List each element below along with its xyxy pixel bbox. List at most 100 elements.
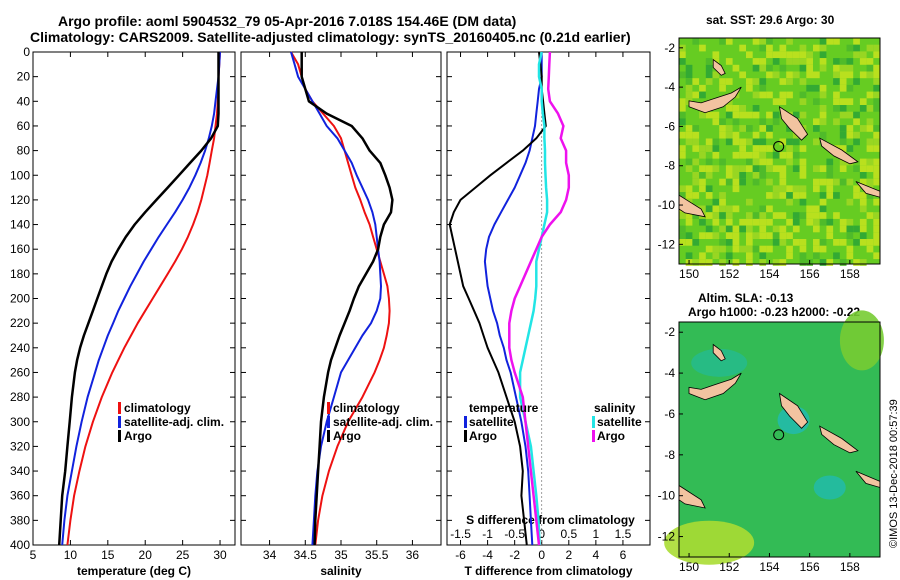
map-ytick-label: -6: [664, 119, 675, 133]
sst-cell: [692, 212, 700, 219]
sst-cell: [725, 178, 733, 186]
sst-cell: [746, 232, 753, 239]
sst-cell: [712, 165, 720, 172]
sst-cell: [746, 125, 753, 132]
sst-cell: [725, 165, 733, 172]
sst-cell: [853, 239, 860, 246]
sst-cell: [786, 158, 793, 166]
sst-cell: [819, 51, 827, 59]
temp-xtick-label: 15: [101, 548, 115, 562]
sst-cell: [799, 252, 807, 260]
sla-low-patch: [691, 348, 748, 377]
sst-cell: [752, 38, 760, 45]
sst-cell: [866, 44, 874, 52]
sst-cell: [719, 38, 726, 45]
sst-cell: [679, 58, 686, 65]
sst-cell: [786, 245, 793, 253]
sst-cell: [873, 98, 880, 105]
temp-xtick-label: 20: [139, 548, 153, 562]
sst-cell: [792, 151, 800, 159]
sst-cell: [866, 58, 874, 65]
sst-cell: [813, 239, 820, 246]
sst-cell: [685, 218, 693, 226]
sal-frame: [240, 51, 442, 546]
sst-cell: [772, 259, 780, 266]
sst-cell: [739, 111, 746, 119]
map-xtick-label: 154: [759, 267, 779, 281]
sst-cell: [772, 232, 780, 239]
sst-cell: [752, 178, 760, 186]
sst-cell: [685, 125, 693, 132]
sst-cell: [685, 252, 693, 260]
sst-cell: [786, 71, 793, 79]
sst-cell: [786, 91, 793, 99]
sst-cell: [792, 192, 800, 199]
sst-cell: [699, 232, 706, 239]
sst-cell: [826, 225, 834, 233]
sst-cell: [746, 78, 753, 85]
sst-cell: [859, 259, 867, 266]
series-line-temperature-satellite: [483, 52, 543, 546]
sst-cell: [705, 111, 713, 119]
sst-cell: [873, 218, 880, 226]
sst-cell: [766, 71, 773, 79]
sst-cell: [846, 111, 854, 119]
sst-cell: [859, 225, 867, 233]
sst-cell: [859, 105, 867, 112]
sst-cell: [873, 71, 880, 79]
sst-cell: [732, 105, 740, 112]
land-mass: [819, 425, 859, 454]
sst-cell: [725, 125, 733, 132]
legend-swatch: [327, 402, 330, 414]
sst-cell: [766, 245, 773, 253]
depth-tick-label: 260: [10, 365, 30, 379]
sst-cell: [725, 172, 733, 179]
sst-cell: [853, 165, 860, 172]
sst-cell: [799, 98, 807, 105]
sst-cell: [759, 205, 767, 213]
sst-cell: [725, 232, 733, 239]
sst-cell: [739, 178, 746, 186]
sla-map-subtitle: Argo h1000: -0.23 h2000: -0.22: [688, 305, 861, 319]
sst-cell: [839, 78, 847, 85]
sst-cell: [786, 218, 793, 226]
sst-cell: [679, 225, 686, 233]
sst-cell: [813, 165, 820, 172]
sst-cell: [859, 178, 867, 186]
sst-cell: [719, 158, 726, 166]
sst-cell: [853, 131, 860, 139]
sst-cell: [732, 151, 740, 159]
sst-cell: [792, 239, 800, 246]
sst-cell: [752, 145, 760, 152]
sst-cell: [819, 38, 827, 45]
sst-cell: [859, 58, 867, 65]
sst-cell: [725, 58, 733, 65]
sst-cell: [712, 252, 720, 260]
sst-cell: [685, 158, 693, 166]
sst-cell: [719, 225, 726, 233]
sst-cell: [819, 165, 827, 172]
sst-cell: [705, 172, 713, 179]
sst-cell: [752, 111, 760, 119]
sst-cell: [819, 118, 827, 126]
sst-cell: [692, 38, 700, 45]
sal-xtick-label: 35: [334, 548, 348, 562]
diff-xtick-label: -4: [482, 548, 493, 562]
sst-cell: [873, 91, 880, 99]
sst-cell: [712, 138, 720, 146]
sst-cell: [813, 218, 820, 226]
depth-tick-label: 140: [10, 218, 30, 232]
sst-cell: [705, 192, 713, 199]
sst-cell: [759, 225, 767, 233]
sst-cell: [779, 192, 787, 199]
sst-cell: [732, 138, 740, 146]
sst-cell: [846, 232, 854, 239]
sst-cell: [685, 138, 693, 146]
sst-cell: [846, 145, 854, 152]
sst-cell: [759, 172, 767, 179]
sst-cell: [752, 212, 760, 219]
sst-cell: [873, 44, 880, 52]
sst-cell: [712, 151, 720, 159]
sst-cell: [846, 131, 854, 139]
sst-cell: [712, 232, 720, 239]
